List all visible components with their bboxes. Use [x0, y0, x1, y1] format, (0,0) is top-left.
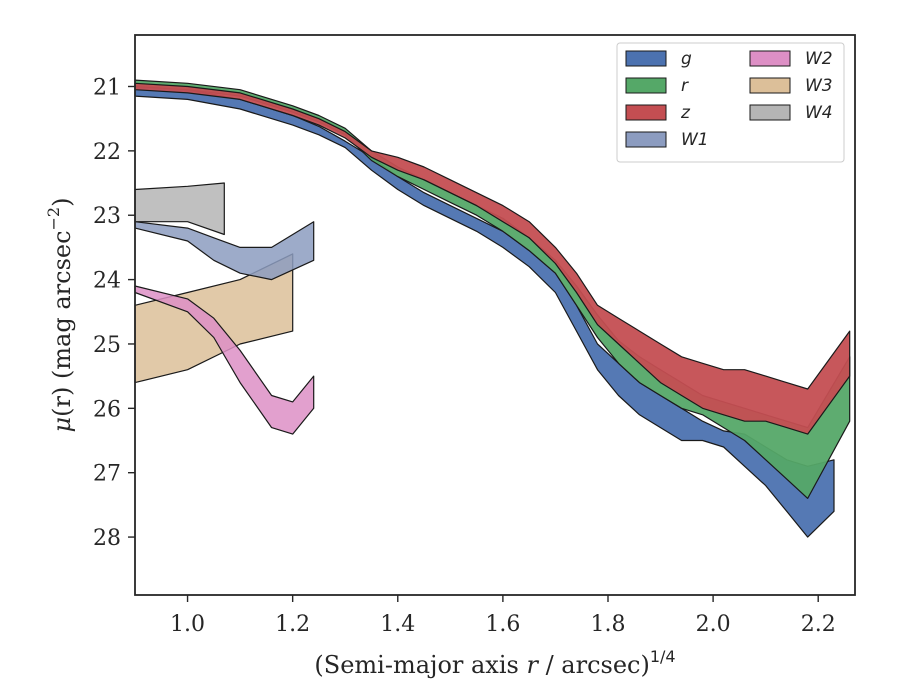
y-tick-label: 24 — [93, 269, 121, 294]
y-axis-label-mu: μ — [48, 417, 76, 433]
band-z — [134, 82, 851, 435]
y-axis-label-close: ) — [48, 197, 76, 206]
x-tick-label: 2.2 — [801, 612, 836, 637]
y-tick-label: 26 — [93, 397, 121, 422]
y-axis-label-sup: −2 — [44, 207, 63, 231]
legend: grz W1 W2 W3 W4 — [616, 42, 845, 163]
legend-swatch-w4 — [749, 104, 791, 121]
legend-label-w4: W4 — [805, 103, 833, 123]
legend-label-z: z — [680, 103, 691, 123]
x-tick-label: 2.0 — [696, 612, 731, 637]
legend-label-r: r — [681, 76, 689, 96]
y-tick-label: 28 — [93, 526, 121, 551]
x-tick-label: 1.0 — [170, 612, 205, 637]
legend-swatch-g — [625, 50, 667, 67]
legend-swatch-r — [625, 77, 667, 94]
x-tick-label: 1.4 — [380, 612, 415, 637]
legend-swatch-w1 — [625, 131, 667, 148]
legend-label-w2: W2 — [805, 49, 833, 69]
band-g — [134, 85, 835, 538]
x-axis-label-main: (Semi-major axis — [314, 651, 526, 679]
legend-swatch-w2 — [749, 50, 791, 67]
legend-label-w1: W1 — [681, 130, 709, 150]
x-axis-ticks: 1.0 1.2 1.4 1.6 1.8 2.0 2.2 — [170, 595, 836, 637]
legend-swatch-w3 — [749, 77, 791, 94]
band-w1 — [134, 221, 315, 281]
legend-frame — [616, 42, 845, 163]
x-tick-label: 1.2 — [275, 612, 310, 637]
x-tick-label: 1.8 — [590, 612, 625, 637]
profile-bands — [134, 79, 851, 538]
x-axis-label: (Semi-major axis r / arcsec)1/4 — [314, 647, 675, 679]
x-tick-label: 1.6 — [485, 612, 520, 637]
x-axis-label-rest: / arcsec) — [538, 651, 650, 679]
y-axis-label-r: (r) — [48, 387, 76, 417]
y-axis-ticks: 21 22 23 24 25 26 27 28 — [93, 75, 135, 551]
y-tick-label: 27 — [93, 462, 121, 487]
legend-label-w3: W3 — [805, 76, 833, 96]
x-axis-label-sup: 1/4 — [650, 647, 676, 666]
y-axis-label: μ(r) (mag arcsec−2) — [44, 197, 76, 432]
plot-frame — [134, 34, 856, 596]
y-tick-label: 22 — [93, 140, 121, 165]
y-tick-label: 23 — [93, 204, 121, 229]
legend-swatch-z — [625, 104, 667, 121]
x-axis-label-var: r — [526, 651, 539, 679]
y-axis-label-rest: (mag arcsec — [48, 230, 76, 386]
band-w2 — [134, 285, 315, 435]
y-tick-label: 21 — [93, 75, 121, 100]
legend-label-g: g — [681, 49, 692, 69]
y-tick-label: 25 — [93, 333, 121, 358]
